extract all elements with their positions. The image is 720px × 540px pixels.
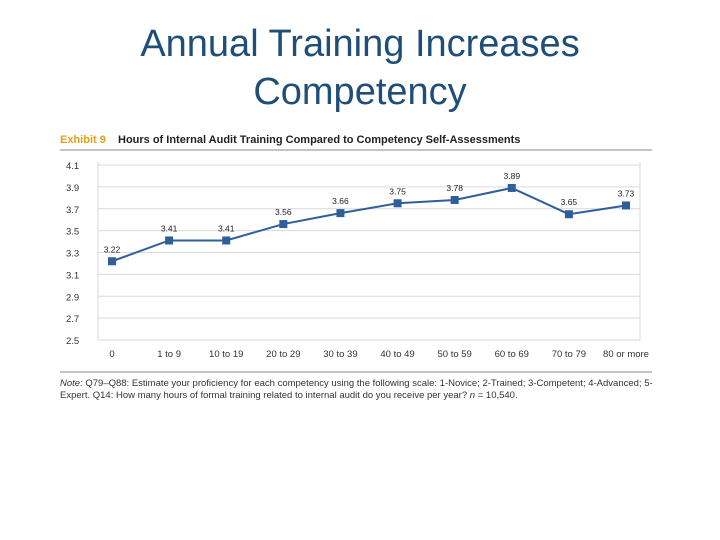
chart-title: Hours of Internal Audit Training Compare… — [118, 134, 520, 146]
data-point — [507, 183, 516, 192]
y-tick-label: 3.5 — [66, 227, 79, 238]
data-label: 3.89 — [504, 171, 521, 181]
y-tick-label: 2.7 — [66, 314, 79, 325]
slide-title-line-1: Annual Training Increases — [140, 23, 580, 65]
x-tick-label: 40 to 49 — [380, 349, 414, 360]
x-tick-label: 60 to 69 — [495, 349, 529, 360]
data-label: 3.41 — [161, 223, 178, 233]
data-label: 3.66 — [332, 196, 349, 206]
data-label: 3.41 — [218, 223, 235, 233]
data-label: 3.65 — [561, 197, 578, 207]
data-point — [222, 236, 231, 245]
data-point — [165, 236, 174, 245]
y-tick-label: 3.3 — [66, 249, 79, 260]
y-tick-label: 3.1 — [66, 270, 79, 281]
chart-note: Note: Q79–Q88: Estimate your proficiency… — [60, 378, 660, 402]
series-line — [111, 186, 627, 263]
data-label: 3.56 — [275, 207, 292, 217]
x-tick-label: 0 — [109, 349, 114, 360]
x-axis-ticks: 0 1 to 9 10 to 19 20 to 29 30 to 39 40 to 49 5… — [109, 349, 649, 360]
data-point — [450, 196, 459, 204]
note-text: Q79–Q88: Estimate your proficiency for e… — [60, 378, 653, 401]
data-point — [279, 220, 288, 229]
x-tick-label: 30 to 39 — [323, 349, 357, 360]
exhibit-label: Exhibit 9 — [60, 134, 106, 146]
data-label: 3.78 — [446, 183, 463, 193]
note-n-label: n — [469, 390, 476, 401]
data-label: 3.22 — [104, 244, 121, 254]
x-tick-label: 10 to 19 — [209, 349, 243, 360]
y-tick-label: 2.9 — [66, 292, 79, 303]
slide-title: Annual Training Increases Competency — [0, 20, 720, 116]
data-point — [108, 257, 116, 266]
x-tick-label: 50 to 59 — [437, 349, 471, 360]
data-point — [622, 201, 630, 210]
slide-title-line-2: Competency — [253, 71, 467, 113]
y-tick-label: 3.9 — [66, 183, 79, 194]
data-point — [336, 209, 345, 218]
data-point — [564, 210, 573, 219]
data-label: 3.75 — [389, 186, 406, 196]
note-n-value: = 10,540. — [477, 390, 518, 401]
y-tick-label: 2.5 — [66, 336, 79, 347]
gridlines — [97, 162, 641, 341]
data-point — [393, 199, 402, 208]
x-tick-label: 1 to 9 — [157, 349, 181, 360]
y-tick-label: 4.1 — [66, 161, 79, 172]
series: 3.22 3.41 3.41 3.56 3.66 3.75 3.78 3.89 3.65 3.73 — [104, 171, 635, 266]
x-tick-label: 80 or more — [603, 349, 649, 360]
x-tick-label: 20 to 29 — [266, 349, 300, 360]
note-label: Note: — [60, 378, 83, 389]
data-label: 3.73 — [618, 188, 635, 198]
x-tick-label: 70 to 79 — [552, 349, 586, 360]
y-tick-label: 3.7 — [66, 205, 79, 216]
y-axis-ticks: 2.5 2.7 2.9 3.1 3.3 3.5 3.7 3.9 4.1 — [66, 161, 79, 347]
